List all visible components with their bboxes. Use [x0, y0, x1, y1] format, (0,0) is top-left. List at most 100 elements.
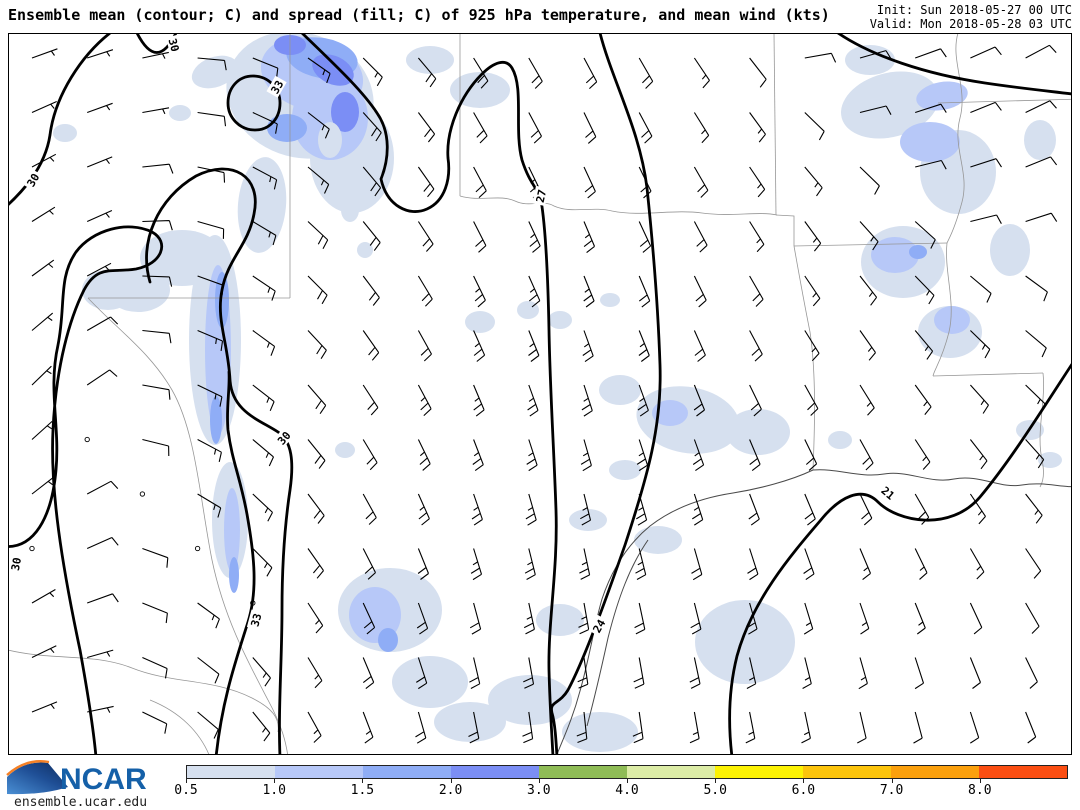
wind-barb-icon [252, 439, 274, 467]
wind-barb-icon [252, 384, 275, 412]
wind-barb-icon [581, 384, 593, 417]
wind-barb-icon [417, 330, 432, 362]
spread-fill-blob [1024, 120, 1056, 160]
svg-text:30: 30 [9, 556, 24, 571]
wind-barb-icon [914, 657, 925, 690]
spread-fill-blob [916, 81, 968, 111]
wind-barb-icon [31, 701, 58, 713]
state-border [459, 195, 778, 216]
wind-barb-icon [197, 711, 219, 739]
wind-barb-icon [859, 275, 878, 306]
wind-barb-icon [969, 548, 985, 580]
temperature-contour [728, 350, 1080, 759]
colorbar-tick-label: 5.0 [703, 783, 727, 798]
wind-barb-icon [749, 112, 766, 143]
wind-barb-icon [468, 711, 480, 744]
wind-barb-icon [527, 384, 539, 417]
wind-barb-icon [638, 330, 650, 362]
spread-fill-blob [378, 628, 398, 652]
wind-barb-icon [31, 206, 56, 222]
wind-barb-icon [417, 439, 431, 471]
state-border [932, 372, 1044, 377]
wind-barb-icon [582, 330, 594, 363]
colorbar-segment [539, 766, 627, 778]
wind-barb-icon [1025, 275, 1048, 302]
wind-barb-icon [804, 275, 821, 307]
wind-barb-icon [142, 51, 169, 59]
spread-fill-blob [828, 431, 852, 449]
wind-barb-icon [362, 439, 378, 471]
spread-fill-blob [909, 245, 927, 259]
wind-barb-icon [197, 439, 222, 463]
coastline [555, 469, 814, 758]
wind-barb-icon [580, 493, 592, 526]
wind-barb-icon [473, 221, 487, 253]
spread-fill-blob [934, 306, 970, 334]
wind-barb-icon [86, 369, 118, 386]
contour-label: 27 [532, 185, 549, 207]
wind-barb-icon [969, 384, 989, 414]
wind-barb-icon [86, 209, 113, 223]
wind-barb-icon [523, 602, 535, 635]
wind-barb-icon [580, 439, 592, 472]
wind-barb-icon [252, 493, 273, 522]
wind-barb-icon [970, 158, 1002, 168]
wind-barb-icon [804, 112, 825, 141]
wind-barb-icon [362, 275, 380, 306]
wind-barb-icon [746, 657, 757, 689]
wind-barb-icon [969, 657, 982, 689]
wind-barb-icon [362, 602, 376, 635]
wind-barb-icon [634, 602, 646, 635]
state-border [149, 699, 211, 758]
temperature-contour [836, 31, 1080, 97]
ncar-logo: NCAR [6, 760, 147, 796]
state-border [932, 32, 965, 377]
wind-barb-icon [692, 439, 705, 472]
wind-barb-icon [362, 711, 374, 744]
wind-barb-icon [31, 312, 54, 331]
wind-barb-icon [1025, 100, 1057, 113]
wind-barb-icon [31, 153, 57, 168]
wind-barb-icon [913, 711, 923, 744]
wind-barb-icon [745, 711, 756, 744]
wind-barb-icon [31, 100, 57, 114]
wind-barb-icon [1025, 602, 1040, 634]
wind-barb-icon [142, 602, 168, 624]
wind-barb-icon [693, 330, 706, 362]
wind-barb-icon [578, 602, 590, 635]
wind-barb-icon [307, 384, 327, 415]
wind-barb-icon [417, 493, 430, 526]
wind-barb-icon [307, 221, 329, 249]
colorbar-segment [803, 766, 891, 778]
wind-barb-icon [859, 439, 874, 471]
contour-label: 30 [22, 168, 43, 191]
wind-barb-icon [416, 602, 429, 635]
spread-fill-blob [636, 386, 740, 454]
wind-barb-icon [86, 316, 119, 331]
colorbar-tick-label: 1.5 [350, 783, 375, 798]
wind-barb-icon [197, 384, 223, 407]
wind-barb-icon [579, 548, 591, 580]
wind-barb-icon [689, 657, 701, 689]
temperature-contour [0, 225, 164, 759]
wind-barb-icon [576, 711, 588, 744]
wind-barb-icon [142, 107, 170, 115]
spread-fill-blob [548, 311, 572, 329]
spread-fill-blob [169, 105, 191, 121]
spread-fill-blob [652, 400, 688, 426]
wind-barb-icon [142, 547, 169, 568]
wind-barb-icon [307, 493, 325, 524]
wind-barb-icon [197, 657, 220, 684]
wind-barb-icon [252, 112, 278, 134]
coastline [586, 539, 649, 727]
wind-barb-icon [693, 384, 706, 417]
spread-fill-blob [845, 45, 895, 75]
colorbar-tick-label: 7.0 [879, 783, 904, 798]
wind-barb-icon [632, 711, 644, 744]
wind-barb-icon [87, 705, 114, 713]
wind-barb-icon [583, 166, 596, 199]
contour-label: 30 [166, 34, 184, 56]
wind-barb-icon [142, 329, 172, 344]
wind-barb-icon [469, 602, 482, 635]
